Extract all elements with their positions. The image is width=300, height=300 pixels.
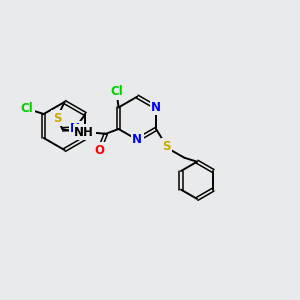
Text: N: N <box>132 133 142 146</box>
Text: S: S <box>53 112 61 124</box>
Text: NH: NH <box>74 126 94 139</box>
Text: O: O <box>94 144 104 157</box>
Text: Cl: Cl <box>111 85 124 98</box>
Text: S: S <box>162 140 171 153</box>
Text: Cl: Cl <box>21 102 34 115</box>
Text: N: N <box>151 101 161 114</box>
Text: N: N <box>70 122 80 135</box>
